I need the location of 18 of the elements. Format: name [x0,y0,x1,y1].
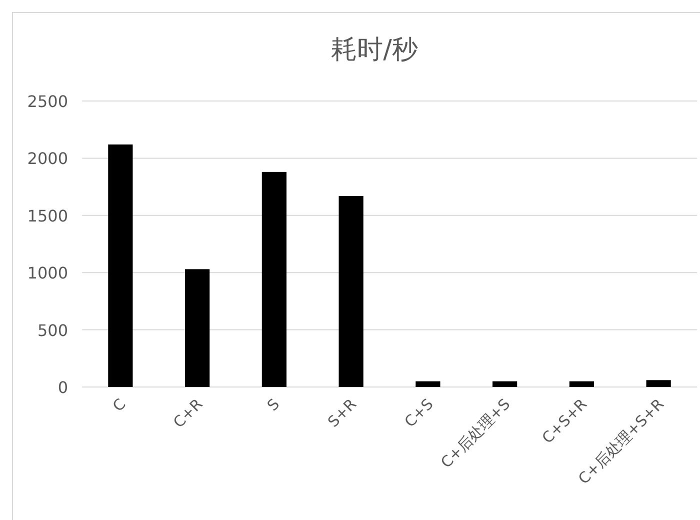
bar [338,196,364,387]
x-tick-label: C [109,395,130,416]
bar [185,269,210,387]
y-tick-label: 1000 [27,264,68,283]
bar [646,380,671,387]
y-tick-label: 500 [37,320,68,340]
y-tick-label: 0 [58,378,68,397]
x-tick-label: S [264,395,284,415]
bar [416,381,440,387]
bar [108,144,133,387]
y-tick-label: 2500 [27,92,68,111]
x-tick-label: C+后处理+S [437,395,514,472]
bar [569,381,594,387]
bar [492,381,518,387]
bar [262,172,286,387]
y-tick-label: 1500 [27,206,68,226]
chart-title: 耗时/秒 [331,35,418,65]
y-tick-label: 2000 [27,149,68,168]
